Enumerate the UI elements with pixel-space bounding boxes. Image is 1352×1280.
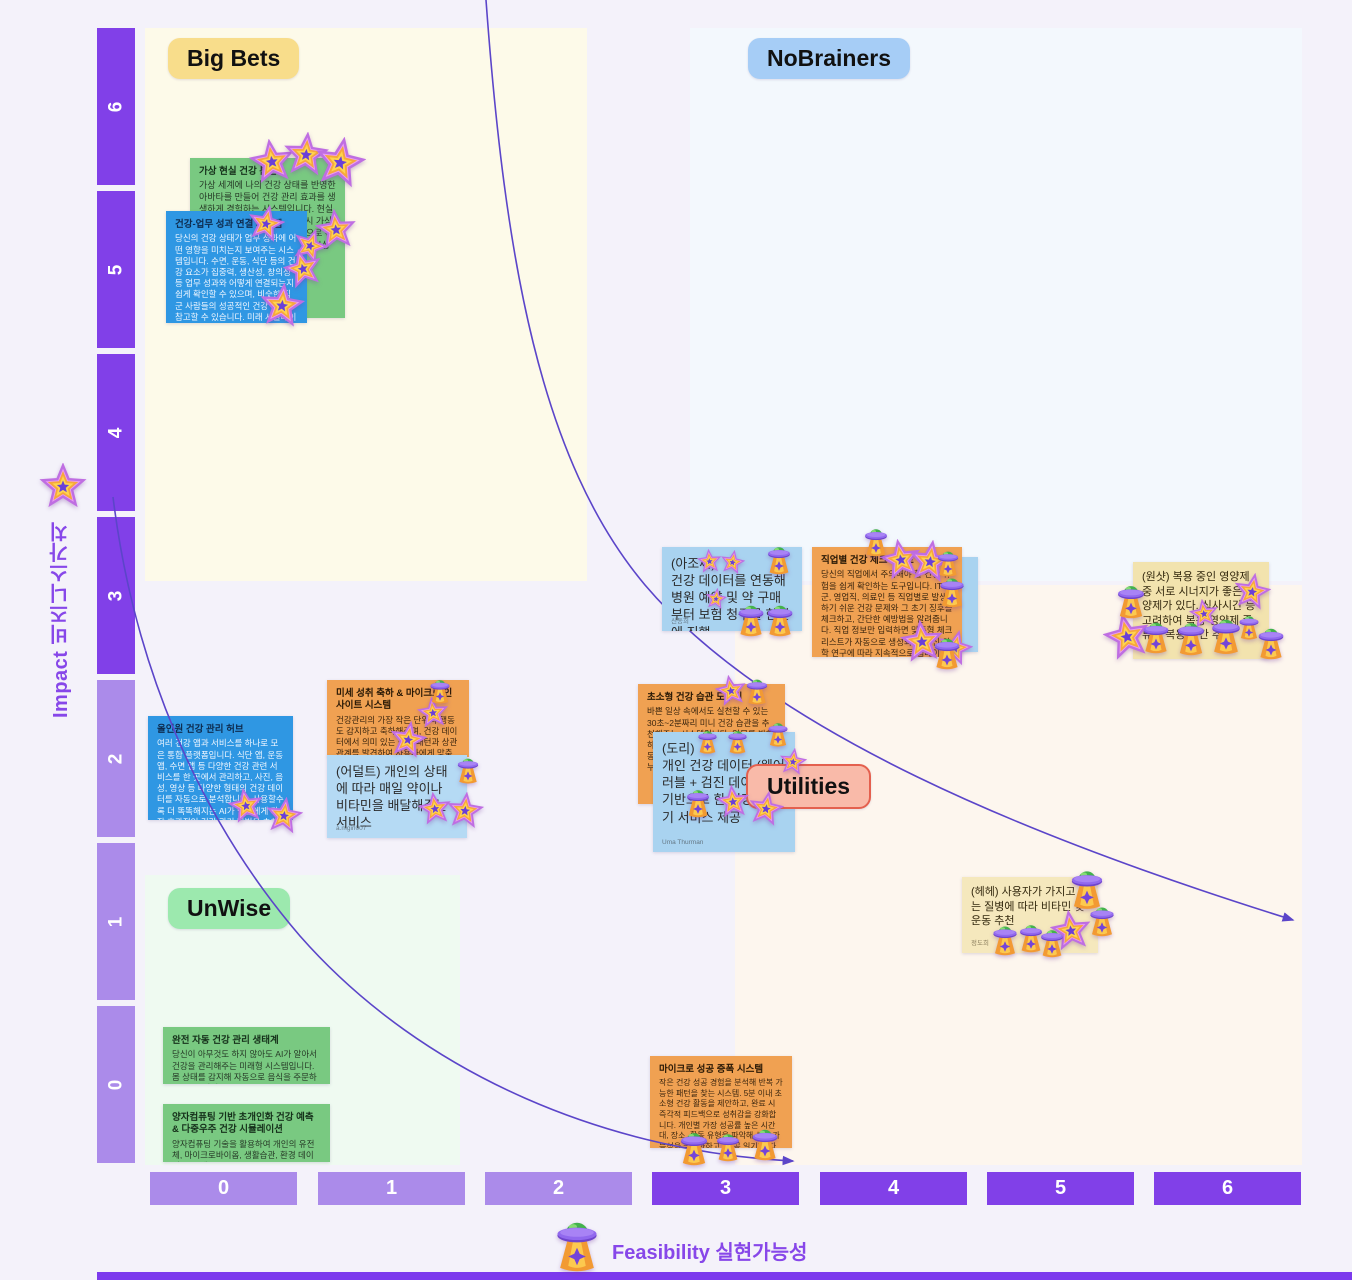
quadrant-label-nobrainers[interactable]: NoBrainers bbox=[748, 38, 910, 79]
frame-edge-bar bbox=[97, 1272, 1352, 1280]
x-axis-block-6: 6 bbox=[1154, 1172, 1301, 1205]
y-axis-block-3: 3 bbox=[97, 517, 135, 674]
star-sticker[interactable] bbox=[705, 587, 728, 615]
x-axis-block-3: 3 bbox=[652, 1172, 799, 1205]
ufo-sticker[interactable] bbox=[1139, 616, 1173, 660]
ufo-sticker[interactable] bbox=[861, 523, 891, 563]
star-sticker[interactable] bbox=[265, 796, 304, 840]
note-body: 양자컴퓨팅 기술을 활용하여 개인의 유전체, 마이크로바이옴, 생활습관, 환… bbox=[172, 1138, 315, 1162]
note-author: Uma Thurman bbox=[662, 839, 704, 847]
y-axis-block-4: 4 bbox=[97, 354, 135, 511]
ufo-sticker[interactable] bbox=[713, 1128, 743, 1168]
star-sticker[interactable] bbox=[1049, 909, 1092, 957]
star-sticker[interactable] bbox=[39, 462, 87, 516]
y-axis-block-6: 6 bbox=[97, 28, 135, 185]
star-sticker[interactable] bbox=[314, 208, 357, 256]
ufo-sticker[interactable] bbox=[748, 1123, 782, 1167]
ufo-sticker[interactable] bbox=[695, 726, 720, 760]
x-axis-block-5: 5 bbox=[987, 1172, 1134, 1205]
ufo-sticker[interactable] bbox=[764, 541, 794, 581]
star-sticker[interactable] bbox=[247, 204, 286, 248]
x-axis-block-1: 1 bbox=[318, 1172, 465, 1205]
x-axis-title: Feasibility 실현가능성 bbox=[612, 1242, 808, 1264]
x-axis-block-2: 2 bbox=[485, 1172, 632, 1205]
star-sticker[interactable] bbox=[748, 790, 785, 832]
note-title: 올인원 건강 관리 허브 bbox=[157, 724, 244, 735]
star-sticker[interactable] bbox=[314, 136, 367, 194]
star-sticker[interactable] bbox=[292, 228, 329, 269]
ufo-sticker[interactable] bbox=[427, 675, 453, 710]
ufo-sticker[interactable] bbox=[1254, 622, 1288, 666]
sticky-note-quantum-simulation[interactable]: 양자컴퓨팅 기반 초개인화 건강 예측 & 다중우주 건강 시뮬레이션 양자컴퓨팅… bbox=[163, 1104, 330, 1162]
x-axis-block-0: 0 bbox=[150, 1172, 297, 1205]
y-axis-title: Impact 비즈니스가치 bbox=[50, 521, 72, 718]
note-title: 건강-업무 성과 연결 시스템 bbox=[175, 219, 283, 230]
ufo-sticker[interactable] bbox=[763, 599, 797, 643]
y-axis-block-2: 2 bbox=[97, 680, 135, 837]
ufo-sticker[interactable] bbox=[454, 753, 482, 790]
y-axis-block-0: 0 bbox=[97, 1006, 135, 1163]
y-axis-tick-label: 2 bbox=[104, 753, 126, 764]
x-axis-block-4: 4 bbox=[820, 1172, 967, 1205]
star-sticker[interactable] bbox=[227, 787, 264, 829]
ufo-sticker[interactable] bbox=[676, 1126, 712, 1172]
ufo-sticker[interactable] bbox=[930, 632, 964, 676]
note-title: 양자컴퓨팅 기반 초개인화 건강 예측 & 다중우주 건강 시뮬레이션 bbox=[172, 1112, 314, 1136]
star-sticker[interactable] bbox=[1233, 572, 1272, 616]
note-title: 가상 현실 건강 분신 bbox=[199, 166, 277, 177]
quadrant-label-unwise[interactable]: UnWise bbox=[168, 888, 291, 929]
star-sticker[interactable] bbox=[715, 784, 750, 824]
y-axis-tick-label: 0 bbox=[104, 1079, 126, 1090]
note-title: 완전 자동 건강 관리 생태계 bbox=[172, 1035, 279, 1046]
note-author: 신동희 bbox=[671, 618, 689, 626]
note-title: 마이크로 성공 증폭 시스템 bbox=[659, 1064, 764, 1075]
note-body: 당신이 아무것도 하지 않아도 AI가 알아서 건강을 관리해주는 미래형 시스… bbox=[172, 1049, 317, 1084]
y-axis-tick-label: 1 bbox=[104, 916, 126, 927]
ufo-sticker[interactable] bbox=[743, 674, 771, 711]
y-axis-block-5: 5 bbox=[97, 191, 135, 348]
ufo-sticker[interactable] bbox=[1086, 901, 1118, 943]
star-sticker[interactable] bbox=[720, 549, 745, 580]
star-sticker[interactable] bbox=[282, 248, 323, 294]
ufo-sticker[interactable] bbox=[1173, 616, 1209, 662]
quadrant-label-big-bets[interactable]: Big Bets bbox=[168, 38, 300, 79]
ufo-sticker[interactable] bbox=[765, 718, 791, 753]
ufo-sticker[interactable] bbox=[1037, 924, 1067, 964]
star-sticker[interactable] bbox=[283, 131, 330, 183]
star-sticker[interactable] bbox=[389, 720, 428, 764]
note-author: a.mgirl007 bbox=[336, 825, 367, 833]
star-sticker[interactable] bbox=[446, 791, 485, 835]
ufo-sticker[interactable] bbox=[989, 920, 1021, 962]
quadrant-utilities-background bbox=[735, 585, 1302, 1165]
y-axis-tick-label: 4 bbox=[104, 427, 126, 438]
star-sticker[interactable] bbox=[696, 548, 722, 579]
note-body: 당신의 건강 상태가 업무 성과에 어떤 영향을 미치는지 보여주는 시스템입니… bbox=[175, 233, 297, 322]
ufo-sticker[interactable] bbox=[936, 572, 968, 614]
star-sticker[interactable] bbox=[259, 282, 306, 334]
ufo-sticker[interactable] bbox=[725, 726, 750, 760]
y-axis-tick-label: 6 bbox=[104, 101, 126, 112]
y-axis-tick-label: 5 bbox=[104, 264, 126, 275]
ufo-sticker[interactable] bbox=[1016, 919, 1046, 959]
ufo-sticker[interactable] bbox=[683, 784, 713, 824]
ufo-sticker[interactable] bbox=[550, 1212, 604, 1279]
star-sticker[interactable] bbox=[248, 138, 295, 190]
y-axis-block-1: 1 bbox=[97, 843, 135, 1000]
quadrant-nobrainers-background bbox=[690, 28, 1302, 581]
y-axis-tick-label: 3 bbox=[104, 590, 126, 601]
note-author: 정도희 bbox=[971, 940, 989, 948]
